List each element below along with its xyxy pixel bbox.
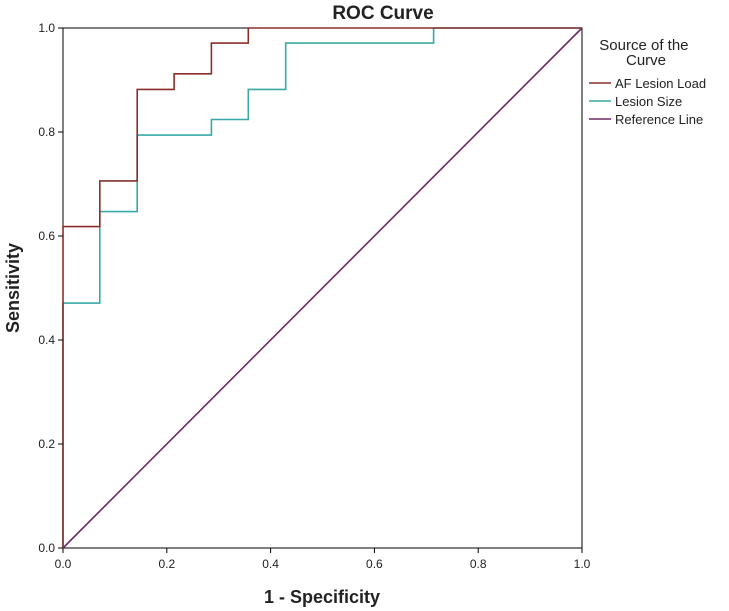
legend-title: Source of the Curve	[599, 37, 692, 69]
legend-entries: AF Lesion Load Lesion Size Reference Line	[589, 76, 706, 127]
series-line-af-lesion-load	[62, 27, 582, 548]
y-tick-label: 0.8	[38, 125, 55, 139]
y-tick-label: 0.4	[38, 333, 55, 347]
chart-title: ROC Curve	[332, 3, 433, 24]
x-axis-title: 1 - Specificity	[264, 587, 380, 607]
x-tick-label: 1.0	[574, 557, 591, 571]
legend-title-line-1: Source of the	[599, 37, 688, 54]
legend: Source of the Curve AF Lesion Load Lesion…	[589, 37, 706, 127]
series-line-reference-line	[62, 27, 583, 549]
y-axis-title: Sensitivity	[3, 243, 23, 333]
legend-label-reference-line: Reference Line	[615, 112, 703, 127]
x-tick-label: 0.8	[470, 557, 487, 571]
legend-title-line-2: Curve	[626, 52, 666, 69]
y-tick-label: 0.2	[38, 437, 55, 451]
legend-label-af-lesion-load: AF Lesion Load	[615, 76, 706, 91]
x-tick-label: 0.2	[158, 557, 175, 571]
x-tick-label: 0.4	[262, 557, 279, 571]
x-tick-label: 0.0	[55, 557, 72, 571]
y-tick-label: 0.0	[38, 541, 55, 555]
x-tick-label: 0.6	[366, 557, 383, 571]
legend-label-lesion-size: Lesion Size	[615, 94, 682, 109]
y-tick-label: 0.6	[38, 229, 55, 243]
y-tick-label: 1.0	[38, 21, 55, 35]
series-line-lesion-size	[62, 27, 582, 548]
series-layer	[62, 27, 583, 549]
tick-layer: 0.0 0.2 0.4 0.6 0.8 1.0 0.0 0.2 0.4 0.6 0.8 1.0	[38, 21, 590, 571]
